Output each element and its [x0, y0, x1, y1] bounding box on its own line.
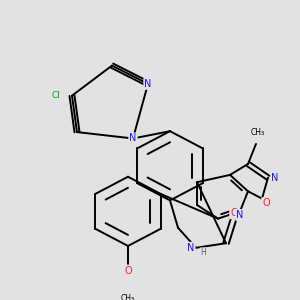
Text: CH₃: CH₃ [121, 294, 135, 300]
Text: N: N [271, 172, 279, 183]
Text: O: O [230, 208, 238, 218]
Text: CH₃: CH₃ [251, 128, 265, 136]
Text: Cl: Cl [52, 91, 60, 100]
Text: N: N [129, 134, 137, 143]
Text: N: N [144, 79, 152, 89]
Text: N: N [187, 243, 195, 253]
Text: H: H [200, 248, 206, 257]
Text: O: O [124, 266, 132, 276]
Text: O: O [262, 198, 270, 208]
Text: N: N [236, 210, 244, 220]
